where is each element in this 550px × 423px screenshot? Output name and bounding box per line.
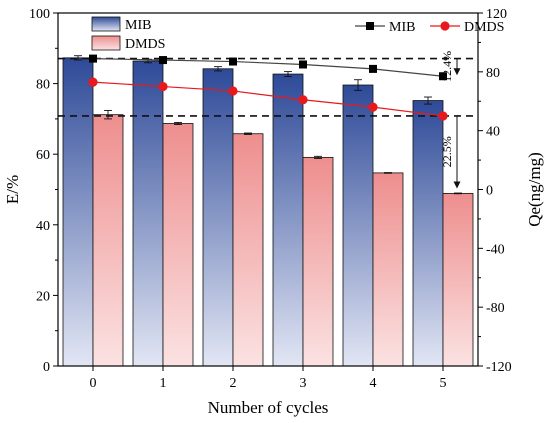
y-right-tick-label-0: 0 bbox=[486, 184, 493, 199]
error-bar-mib-2 bbox=[214, 66, 222, 72]
annotations-layer: 12.4% 22.5% bbox=[440, 51, 461, 189]
bars-layer bbox=[62, 55, 474, 367]
line-mib bbox=[92, 57, 444, 77]
bar-mib-0 bbox=[62, 57, 94, 367]
point-dmds-1 bbox=[158, 81, 168, 92]
point-mib-2 bbox=[229, 57, 237, 66]
error-bar-mib-5 bbox=[424, 96, 432, 105]
x-tick-label-3: 3 bbox=[300, 376, 307, 391]
reference-lines bbox=[58, 57, 478, 117]
annotation-label-0: 12.4% bbox=[440, 51, 454, 82]
error-bar-mib-4 bbox=[354, 79, 362, 91]
error-bar-mib-3 bbox=[284, 71, 292, 77]
y-right-tick-label--40: -40 bbox=[486, 242, 505, 257]
error-bar-dmds-5 bbox=[454, 192, 462, 195]
point-mib-4 bbox=[369, 64, 377, 73]
bar-mib-1 bbox=[132, 60, 164, 367]
point-dmds-0 bbox=[88, 77, 98, 87]
legend-bar-swatch-mib bbox=[91, 16, 121, 32]
x-tick-label-4: 4 bbox=[370, 376, 377, 391]
y-left-tick-label-0: 0 bbox=[43, 360, 50, 375]
point-mib-5 bbox=[439, 72, 447, 81]
error-bar-dmds-2 bbox=[244, 132, 252, 135]
legend-bar-swatch-dmds bbox=[91, 35, 121, 51]
y-right-tick-label--80: -80 bbox=[486, 301, 505, 316]
bar-dmds-1 bbox=[162, 123, 194, 367]
bar-dmds-5 bbox=[442, 192, 474, 367]
y-left-tick-label-40: 40 bbox=[36, 219, 50, 234]
point-dmds-2 bbox=[228, 86, 238, 96]
lines-layer bbox=[88, 54, 448, 121]
legend-marker-mib bbox=[366, 22, 374, 30]
bar-mib-5 bbox=[412, 100, 444, 367]
legend-bar-label-mib: MIB bbox=[125, 18, 151, 33]
y-right-tick-label-80: 80 bbox=[486, 66, 500, 81]
error-bar-dmds-0 bbox=[104, 109, 112, 120]
x-tick-label-1: 1 bbox=[160, 376, 167, 391]
bar-dmds-4 bbox=[372, 172, 404, 367]
x-tick-label-5: 5 bbox=[440, 376, 447, 391]
y-left-tick-label-60: 60 bbox=[36, 148, 50, 163]
point-mib-0 bbox=[89, 54, 97, 63]
bar-mib-4 bbox=[342, 84, 374, 367]
legend-layer: MIB DMDS MIB DMDS bbox=[91, 16, 504, 52]
line-dmds bbox=[92, 81, 444, 117]
error-bar-dmds-4 bbox=[384, 172, 392, 174]
bar-dmds-0 bbox=[92, 114, 124, 367]
point-mib-3 bbox=[299, 60, 307, 69]
y-right-tick-label-120: 120 bbox=[486, 7, 507, 22]
y-left-tick-label-100: 100 bbox=[29, 7, 50, 22]
bar-dmds-2 bbox=[232, 133, 264, 367]
y-axis-left-label: E/% bbox=[3, 175, 22, 204]
bar-dmds-3 bbox=[302, 156, 334, 367]
legend-line-label-mib: MIB bbox=[389, 20, 415, 35]
y-left-tick-label-20: 20 bbox=[36, 289, 50, 304]
legend-bar-label-dmds: DMDS bbox=[125, 37, 165, 52]
point-dmds-3 bbox=[298, 95, 308, 105]
y-right-tick-label--120: -120 bbox=[486, 360, 512, 375]
x-tick-label-0: 0 bbox=[90, 376, 97, 391]
error-bar-dmds-1 bbox=[174, 121, 182, 125]
y-right-tick-label-40: 40 bbox=[486, 125, 500, 140]
point-dmds-5 bbox=[438, 111, 448, 121]
y-axis-right-label: Qe(ng/mg) bbox=[525, 152, 544, 227]
axes-layer: 0 20 40 60 80 100 -120 -80 -40 0 40 80 120 0 1 2 3 4 5 bbox=[29, 7, 512, 391]
x-tick-label-2: 2 bbox=[230, 376, 237, 391]
legend-line-label-dmds: DMDS bbox=[464, 20, 504, 35]
error-bar-dmds-3 bbox=[314, 155, 322, 159]
x-axis-label: Number of cycles bbox=[208, 398, 329, 417]
y-left-tick-label-80: 80 bbox=[36, 78, 50, 93]
annotation-label-1: 22.5% bbox=[440, 136, 454, 167]
error-bar-mib-0 bbox=[74, 55, 82, 61]
point-dmds-4 bbox=[368, 102, 378, 112]
legend-marker-dmds bbox=[440, 21, 450, 31]
bar-mib-3 bbox=[272, 73, 304, 367]
bar-mib-2 bbox=[202, 68, 234, 367]
point-mib-1 bbox=[159, 56, 167, 65]
